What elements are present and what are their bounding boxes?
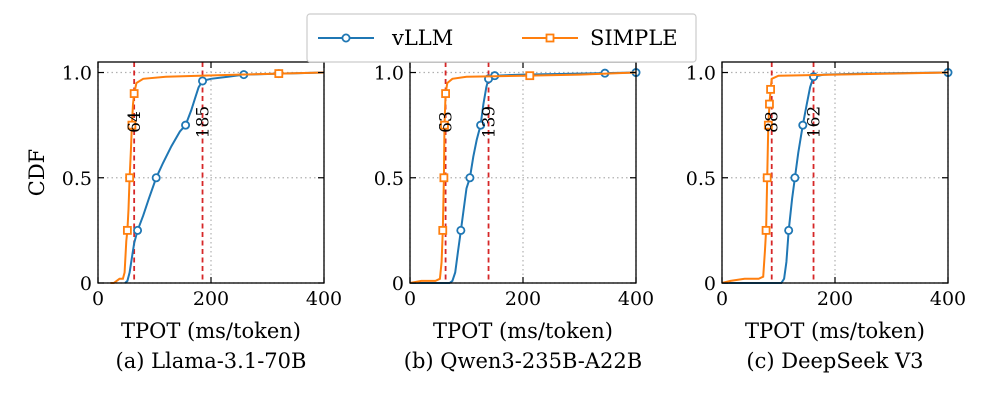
threshold-label-63: 63 (437, 111, 457, 133)
panel-1: 64 185 0 200 400 0 0.5 1.0 TPOT (ms/token) (a) Ll… (25, 61, 342, 373)
point-vllm-2 (181, 120, 191, 130)
series-line-simple (110, 71, 325, 284)
x-tick-label-0: 0 (92, 288, 104, 310)
threshold-label-64: 64 (125, 111, 145, 133)
legend-label-simple: SIMPLE (590, 26, 678, 50)
legend-marker-vllm (341, 33, 351, 43)
point-simple-0 (761, 225, 771, 235)
x-tick-label-1: 200 (505, 288, 541, 310)
point-vllm-0 (784, 225, 794, 235)
panel-2: 63 139 0 200 400 0 0.5 1.0 TPOT (ms/token) (b) Qw… (374, 61, 654, 373)
y-tick-label-1: 0.5 (62, 168, 92, 190)
point-simple-4 (525, 71, 535, 81)
threshold-label-185: 185 (194, 106, 214, 138)
y-tick-label-1: 0.5 (686, 168, 716, 190)
point-simple-1 (439, 173, 449, 183)
point-vllm-2 (798, 120, 808, 130)
point-simple-2 (440, 120, 449, 130)
x-axis-label: TPOT (ms/token) (745, 319, 925, 343)
series-line-simple (721, 71, 949, 284)
point-simple-4 (766, 84, 775, 94)
panel-caption: (b) Qwen3-235B-A22B (404, 349, 642, 373)
point-simple-2 (127, 120, 137, 130)
x-tick-label-1: 200 (193, 288, 229, 310)
y-tick-label-0: 0 (704, 273, 716, 295)
point-vllm-1 (151, 173, 161, 183)
point-simple-3 (129, 89, 139, 98)
threshold-label-139: 139 (480, 106, 500, 138)
point-simple-4 (274, 69, 284, 78)
y-tick-label-2: 1.0 (686, 63, 716, 85)
point-vllm-0 (456, 225, 466, 235)
point-vllm-0 (133, 225, 143, 235)
x-tick-label-1: 200 (817, 288, 853, 310)
point-simple-3 (765, 99, 774, 109)
point-simple-3 (441, 89, 450, 98)
threshold-label-162: 162 (805, 106, 825, 138)
x-tick-label-2: 400 (930, 288, 966, 310)
y-tick-label-0: 0 (392, 273, 404, 295)
legend-label-vllm: vLLM (391, 26, 453, 50)
point-vllm-1 (790, 173, 800, 183)
y-tick-label-2: 1.0 (62, 63, 92, 85)
legend-frame (306, 13, 697, 63)
point-simple-0 (438, 225, 448, 235)
y-tick-label-1: 0.5 (374, 168, 404, 190)
x-tick-label-0: 0 (404, 288, 416, 310)
y-axis-label: CDF (25, 149, 49, 196)
panel-caption: (c) DeepSeek V3 (746, 349, 923, 373)
threshold-label-88: 88 (763, 111, 783, 133)
x-tick-label-2: 400 (618, 288, 654, 310)
point-simple-2 (763, 120, 773, 130)
point-vllm-2 (476, 120, 486, 130)
y-tick-label-0: 0 (80, 273, 92, 295)
legend: vLLM SIMPLE (306, 13, 697, 63)
x-axis-label: TPOT (ms/token) (121, 319, 301, 343)
panel-caption: (a) Llama-3.1-70B (116, 349, 307, 373)
point-vllm-3 (198, 76, 208, 86)
x-tick-label-0: 0 (716, 288, 728, 310)
point-simple-1 (125, 173, 135, 183)
y-tick-label-2: 1.0 (374, 63, 404, 85)
panel-3: 88 162 0 200 400 0 0.5 1.0 TPOT (ms/token) (c) De… (686, 61, 966, 373)
x-axis-label: TPOT (ms/token) (433, 319, 613, 343)
axes-frame (721, 61, 949, 284)
point-simple-1 (762, 173, 772, 183)
point-vllm-1 (465, 173, 475, 183)
legend-marker-simple (545, 33, 555, 43)
point-simple-0 (122, 225, 132, 235)
x-tick-label-2: 400 (306, 288, 342, 310)
